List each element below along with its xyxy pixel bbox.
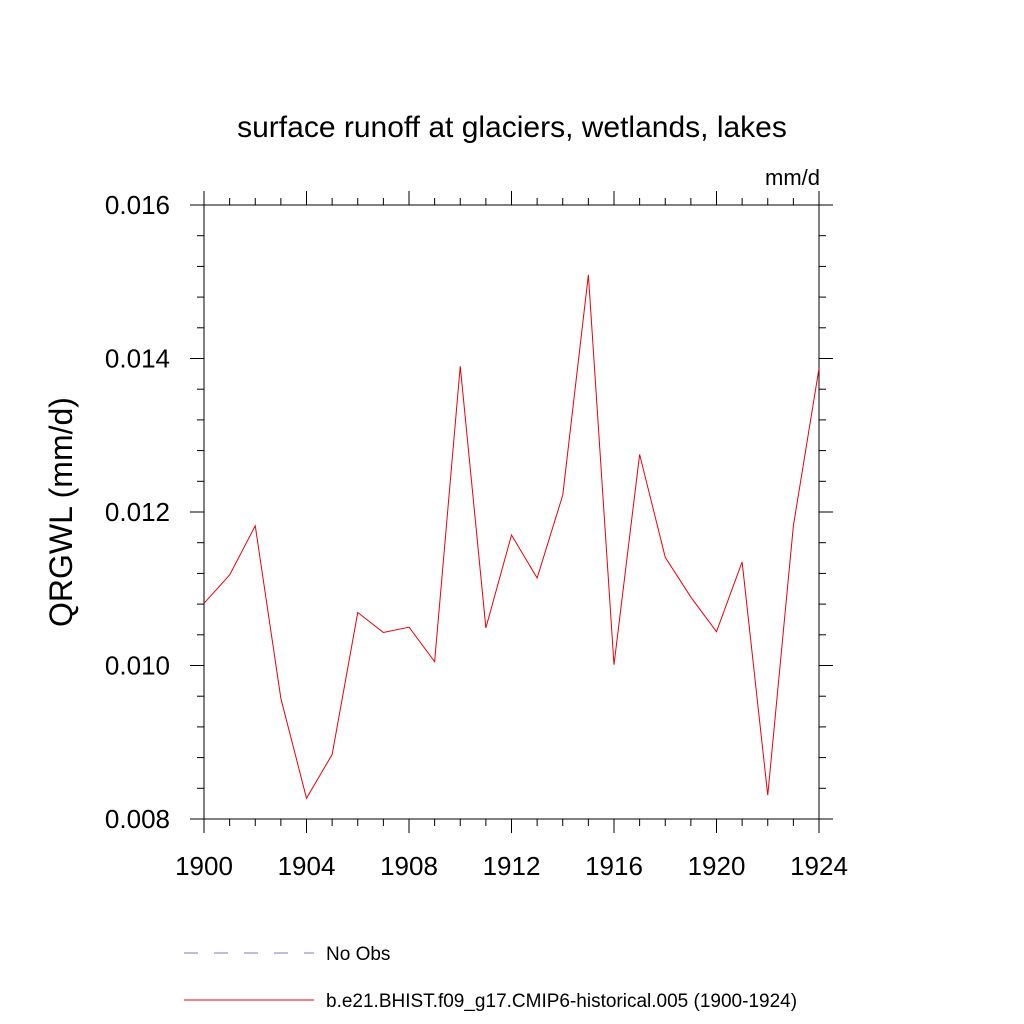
- x-tick-label: 1920: [688, 851, 746, 881]
- legend-label: b.e21.BHIST.f09_g17.CMIP6-historical.005…: [326, 991, 797, 1012]
- x-tick-label: 1924: [790, 851, 848, 881]
- plot-frame: [203, 204, 820, 820]
- y-tick-label: 0.016: [105, 190, 170, 220]
- series-lines: [203, 274, 820, 800]
- units-label: mm/d: [765, 165, 820, 190]
- x-tick-label: 1904: [278, 851, 336, 881]
- x-tick-label: 1908: [380, 851, 438, 881]
- y-tick-label: 0.010: [105, 651, 170, 681]
- legend-label: No Obs: [326, 944, 390, 965]
- y-ticks: 0.008 0.010 0.012 0.014 0.016: [105, 190, 833, 834]
- x-tick-label: 1912: [483, 851, 541, 881]
- y-tick-label: 0.012: [105, 497, 170, 527]
- x-tick-label: 1900: [175, 851, 233, 881]
- y-tick-label: 0.008: [105, 804, 170, 834]
- x-tick-label: 1916: [585, 851, 643, 881]
- y-tick-label: 0.014: [105, 344, 170, 374]
- legend: No Obs b.e21.BHIST.f09_g17.CMIP6-historic…: [184, 944, 797, 1012]
- series-line: [203, 274, 820, 800]
- x-ticks: 1900 1904 1908 1912 1916 1920 1924: [175, 191, 848, 881]
- chart-title: surface runoff at glaciers, wetlands, la…: [237, 111, 787, 144]
- y-axis-label: QRGWL (mm/d): [43, 397, 79, 627]
